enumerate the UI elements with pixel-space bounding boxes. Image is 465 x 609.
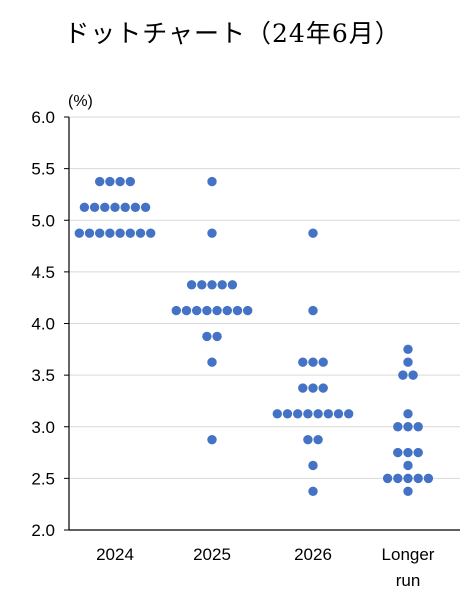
x-tick-label: 2026: [294, 545, 332, 564]
data-dot: [308, 357, 318, 367]
y-tick-label: 2.0: [31, 521, 55, 540]
data-dot: [403, 486, 413, 496]
data-dot: [125, 228, 135, 238]
y-tick-label: 4.5: [31, 263, 55, 282]
data-dot: [202, 305, 212, 316]
data-dot: [308, 460, 318, 471]
data-dot: [413, 473, 423, 484]
data-dot: [105, 228, 115, 238]
data-dot: [413, 447, 423, 458]
data-dot: [232, 305, 243, 316]
data-dot: [125, 176, 135, 187]
data-dot: [403, 357, 413, 367]
data-dot: [130, 202, 141, 213]
data-dot: [318, 357, 328, 367]
y-tick-label: 3.5: [31, 366, 55, 385]
data-dot: [207, 280, 217, 290]
data-dot: [393, 447, 403, 458]
y-tick-label: 5.0: [31, 211, 55, 230]
data-dot: [135, 228, 146, 238]
data-dot: [181, 305, 192, 316]
chart-title: ドットチャート（24年6月）: [64, 19, 401, 48]
data-dot: [303, 409, 313, 419]
data-dot: [202, 331, 212, 342]
data-dot: [95, 228, 105, 238]
data-dot: [323, 409, 333, 419]
data-dot: [207, 228, 217, 238]
data-dot: [382, 473, 393, 484]
y-tick-label: 6.0: [31, 108, 55, 127]
data-dot: [207, 434, 217, 445]
x-tick-label: Longer: [382, 545, 435, 564]
data-dot: [282, 409, 293, 419]
data-dot: [303, 434, 313, 445]
y-axis-unit-label: (%): [68, 93, 93, 110]
data-dot: [140, 202, 151, 213]
data-dot: [393, 473, 403, 484]
data-dot: [120, 202, 130, 213]
data-dot: [298, 357, 308, 367]
data-dot: [298, 383, 308, 393]
y-tick-label: 3.0: [31, 418, 55, 437]
data-dot: [393, 422, 403, 432]
data-dot: [115, 228, 125, 238]
data-dot: [272, 409, 282, 419]
data-dot: [95, 176, 105, 187]
data-dot: [84, 228, 95, 238]
data-dot: [227, 280, 238, 290]
data-dot: [413, 422, 423, 432]
data-dot: [333, 409, 344, 419]
data-dot: [243, 305, 253, 316]
y-tick-label: 5.5: [31, 160, 55, 179]
data-dot: [100, 202, 110, 213]
data-dot: [105, 176, 115, 187]
data-dot: [212, 331, 222, 342]
data-dot: [186, 280, 197, 290]
data-dot: [222, 305, 232, 316]
data-dot: [403, 422, 413, 432]
data-dot: [398, 370, 408, 380]
data-dot: [74, 228, 85, 238]
data-dot: [115, 176, 125, 187]
data-dot: [146, 228, 156, 238]
data-dot: [403, 460, 413, 471]
data-dot: [110, 202, 120, 213]
data-dot: [308, 486, 318, 496]
data-dot: [403, 473, 413, 484]
data-dot: [308, 383, 318, 393]
y-tick-label: 2.5: [31, 469, 55, 488]
data-dot: [403, 447, 413, 458]
data-dot: [89, 202, 100, 213]
x-tick-label: run: [396, 571, 421, 590]
data-dot: [207, 176, 217, 187]
data-dot: [197, 280, 207, 290]
data-dot: [313, 409, 323, 419]
data-dot: [313, 434, 323, 445]
x-tick-label: 2024: [96, 545, 134, 564]
data-dot: [207, 357, 217, 367]
data-dot: [171, 305, 181, 316]
data-dot: [192, 305, 202, 316]
y-tick-label: 4.0: [31, 315, 55, 334]
data-dot: [318, 383, 328, 393]
data-dot: [217, 280, 227, 290]
data-dot: [408, 370, 418, 380]
data-dot: [403, 344, 413, 355]
data-dot: [293, 409, 303, 419]
data-dot: [423, 473, 434, 484]
data-dot: [308, 228, 318, 238]
data-dot: [212, 305, 222, 316]
x-tick-label: 2025: [193, 545, 231, 564]
data-dot: [308, 305, 318, 316]
data-dot: [344, 409, 354, 419]
data-dot: [79, 202, 90, 213]
data-dot: [403, 409, 413, 419]
